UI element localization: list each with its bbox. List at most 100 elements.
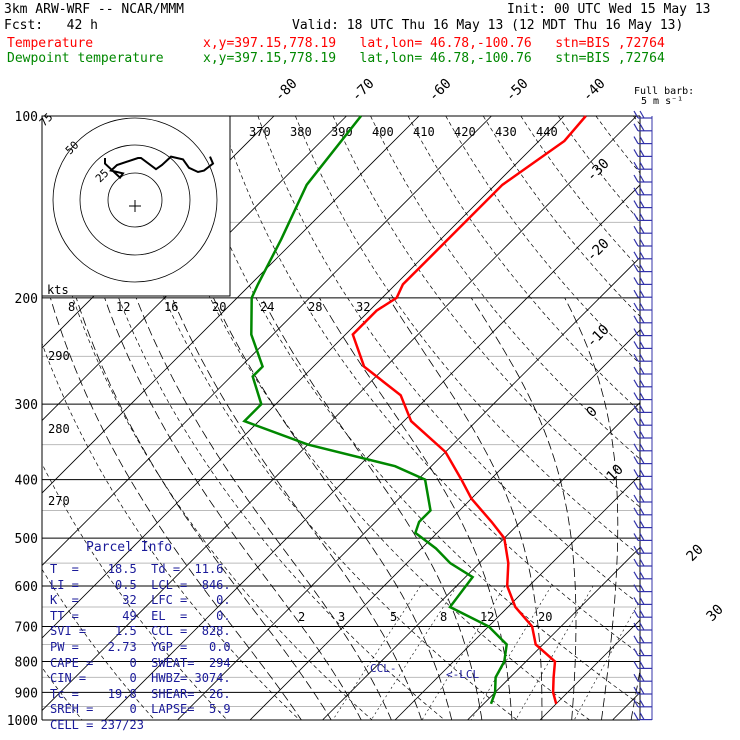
wind-barb xyxy=(633,494,639,503)
parcel-info-row: CELL = 237/23 xyxy=(50,718,144,732)
pressure-label: 100 xyxy=(15,110,38,125)
isotherm-line xyxy=(176,256,640,720)
mixing-ratio-label: 2 xyxy=(298,610,305,624)
wind-barb xyxy=(633,200,639,208)
theta-e-label: 430 xyxy=(495,125,517,139)
pressure-label: 800 xyxy=(15,655,38,670)
wind-barb xyxy=(639,686,645,695)
wind-barb xyxy=(633,622,639,631)
mixing-ratio-label: 8 xyxy=(440,610,447,624)
wind-barb xyxy=(639,430,645,439)
wind-barb xyxy=(633,456,639,464)
wind-barb xyxy=(639,661,645,669)
wind-barb xyxy=(639,161,645,170)
mixing-ratio-label: 8 xyxy=(68,300,75,314)
dry-adiabat-line xyxy=(595,116,640,174)
dry-adiabat-line xyxy=(709,116,740,733)
wind-barb xyxy=(639,417,645,426)
theta-label: 270 xyxy=(48,494,70,508)
wind-barb xyxy=(639,673,645,682)
dry-adiabat-line xyxy=(445,116,640,365)
wind-barb xyxy=(639,609,645,618)
parcel-info-row: CIN = 0 HWBZ= 3074. xyxy=(50,671,231,686)
mixing-ratio-line xyxy=(332,585,421,720)
moist-adiabat-line xyxy=(658,298,736,733)
wind-barb xyxy=(639,392,645,400)
mixing-ratio-line xyxy=(470,585,552,720)
wind-barb xyxy=(639,699,645,708)
dry-adiabat-line xyxy=(482,116,640,317)
wind-barb xyxy=(633,507,639,516)
mixing-ratio-label: 12 xyxy=(480,610,494,624)
wind-barb xyxy=(633,661,639,669)
isotherm-line xyxy=(466,546,640,720)
theta-e-label: 390 xyxy=(331,125,353,139)
wind-barb xyxy=(633,545,639,554)
parcel-info-row: LI = 0.5 LCL = 846. xyxy=(50,577,231,592)
pressure-label: 900 xyxy=(15,686,38,701)
temperature-legend: Temperature xyxy=(7,36,94,51)
wind-barb xyxy=(639,174,645,183)
wind-barb xyxy=(639,302,645,311)
hodograph-units: kts xyxy=(47,283,69,297)
theta-label: 290 xyxy=(48,349,70,363)
pressure-label: 1000 xyxy=(7,714,38,729)
isotherm-line xyxy=(104,184,640,720)
wind-legend-title: Full barb: xyxy=(634,86,694,97)
isotherm-line xyxy=(249,329,640,720)
wind-barb xyxy=(633,161,639,170)
moist-adiabat-line xyxy=(470,297,577,720)
pressure-label: 700 xyxy=(15,620,38,635)
wind-barb xyxy=(639,136,645,144)
parcel-info-row: CAPE = 0 SWEAT= 294 xyxy=(50,655,231,670)
wind-barb xyxy=(639,200,645,208)
temperature-location: x,y=397.15,778.19 lat,lon= 46.78,-100.76… xyxy=(203,36,665,51)
parcel-info-row: T = 18.5 Td = 11.6 xyxy=(50,562,224,576)
isotherm-label: -80 xyxy=(272,76,301,105)
isotherm-label: -50 xyxy=(503,76,532,105)
wind-barb xyxy=(639,456,645,464)
mixing-ratio-label: 5 xyxy=(390,610,397,624)
dry-adiabat-line xyxy=(332,116,640,508)
hodograph-ring xyxy=(79,144,191,256)
wind-barb xyxy=(633,635,639,644)
dry-adiabat-line xyxy=(144,116,591,720)
isotherm-line xyxy=(611,691,640,720)
dry-adiabat-line xyxy=(671,116,740,733)
wind-barb xyxy=(639,545,645,554)
dry-adiabat-line xyxy=(182,116,640,705)
wind-barb xyxy=(639,494,645,503)
wind-barb xyxy=(639,635,645,644)
dry-adiabat-line xyxy=(558,116,640,222)
wind-barb xyxy=(639,379,645,388)
isotherm-label: -60 xyxy=(426,76,455,105)
parcel-info-row: SVI = 1.5 CCL = 828. xyxy=(50,624,231,639)
isotherm-line xyxy=(42,116,420,494)
wind-barb xyxy=(633,213,639,221)
wind-barb xyxy=(639,238,645,247)
wind-barb xyxy=(633,302,639,311)
temperature-profile xyxy=(351,115,587,705)
wind-barb xyxy=(639,315,645,324)
wind-barb xyxy=(633,341,639,349)
wind-barb xyxy=(639,187,645,196)
wind-barb xyxy=(633,417,639,426)
wind-barb xyxy=(639,507,645,516)
wind-barb xyxy=(639,597,645,605)
wind-barb xyxy=(633,609,639,618)
wind-barb xyxy=(639,213,645,221)
parcel-info-title: Parcel Info xyxy=(86,540,173,555)
wind-barb xyxy=(633,520,639,528)
wind-barb xyxy=(633,571,639,580)
wind-barb xyxy=(639,328,645,336)
wind-barb xyxy=(633,366,639,375)
dry-adiabat-line xyxy=(107,116,518,720)
wind-barb xyxy=(639,123,645,132)
moist-adiabat-line xyxy=(104,297,362,720)
dry-adiabat-line xyxy=(370,116,640,460)
dewpoint-profile xyxy=(242,115,509,705)
wind-barb xyxy=(633,443,639,452)
wind-barb xyxy=(639,110,645,119)
mixing-ratio-label: 12 xyxy=(116,300,130,314)
